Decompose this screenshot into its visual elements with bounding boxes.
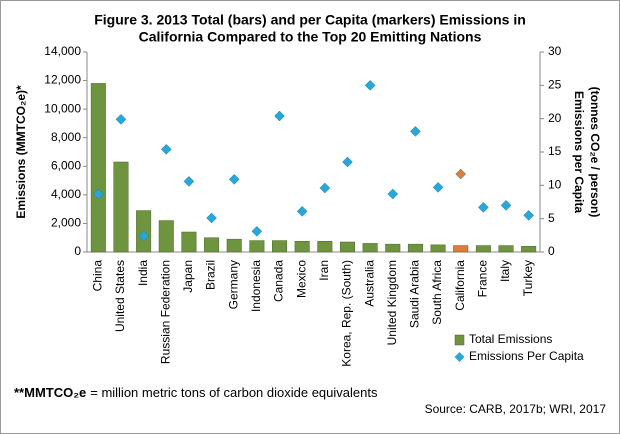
x-tick-label: Korea, Rep. (South) <box>340 260 354 367</box>
marker <box>500 199 512 211</box>
y2-tick-label: 10 <box>548 178 562 192</box>
x-tick-label: South Africa <box>430 260 444 325</box>
x-tick-label: Canada <box>272 260 286 302</box>
legend-swatch <box>454 334 465 346</box>
legend-swatch <box>454 352 465 362</box>
marker <box>206 212 217 224</box>
y2-axis-label: Emissions per Capita <box>572 91 586 213</box>
marker <box>364 79 376 91</box>
bar <box>204 237 220 253</box>
bar <box>113 161 129 253</box>
marker <box>387 188 399 200</box>
marker <box>274 110 285 122</box>
x-tick-label: Japan <box>181 260 195 293</box>
bar <box>385 243 401 253</box>
bar <box>181 231 197 253</box>
bar <box>362 243 378 253</box>
y2-tick-label: 15 <box>548 144 562 158</box>
x-tick-label: United States <box>113 260 127 332</box>
x-tick-label: France <box>476 260 490 298</box>
bar <box>294 241 310 253</box>
bar <box>453 245 469 253</box>
x-tick-label: Mexico <box>294 260 308 298</box>
y2-tick-label: 25 <box>548 78 562 92</box>
legend-label: Total Emissions <box>469 332 552 346</box>
marker <box>432 181 444 193</box>
y-tick-label: 8,000 <box>51 130 81 144</box>
y-axis-label: Emissions (MMTCO₂e)* <box>14 85 28 219</box>
footnote: **MMTCO₂e = million metric tons of carbon… <box>14 385 378 400</box>
x-tick-label: Saudi Arabia <box>408 260 422 328</box>
y-tick-label: 10,000 <box>44 101 81 115</box>
bar <box>475 245 491 253</box>
marker <box>342 156 353 168</box>
marker <box>523 209 535 221</box>
marker <box>478 201 489 213</box>
marker <box>296 205 308 217</box>
bar <box>430 244 446 253</box>
y-tick-label: 4,000 <box>51 187 81 201</box>
y-tick-label: 12,000 <box>44 73 81 87</box>
x-tick-label: Indonesia <box>249 260 263 312</box>
bar <box>317 241 333 253</box>
marker <box>115 113 127 125</box>
marker <box>455 168 467 180</box>
x-tick-label: Brazil <box>204 260 218 290</box>
x-tick-label: China <box>90 260 104 292</box>
bar <box>272 240 288 253</box>
marker <box>228 173 240 185</box>
marker <box>160 143 172 155</box>
y2-tick-label: 30 <box>548 44 562 58</box>
y2-axis-label: (tonnes CO₂e / person) <box>588 87 602 218</box>
source: Source: CARB, 2017b; WRI, 2017 <box>425 402 607 416</box>
x-tick-label: Iran <box>317 260 331 281</box>
footnote-bold: **MMTCO₂e <box>14 385 86 400</box>
y-tick-label: 2,000 <box>51 216 81 230</box>
y2-tick-label: 20 <box>548 111 562 125</box>
y-tick-label: 6,000 <box>51 158 81 172</box>
chart-title: Figure 3. 2013 Total (bars) and per Capi… <box>94 12 526 28</box>
marker <box>92 188 104 200</box>
bar <box>90 83 106 253</box>
x-tick-label: India <box>136 260 150 286</box>
y-tick-label: 14,000 <box>44 44 81 58</box>
bar <box>249 240 265 253</box>
chart-title: California Compared to the Top 20 Emitti… <box>139 29 482 45</box>
x-tick-label: California <box>453 260 467 311</box>
bar <box>339 241 355 253</box>
marker <box>319 182 331 194</box>
bar <box>498 245 514 253</box>
y-tick-label: 0 <box>74 244 81 258</box>
legend-label: Emissions Per Capita <box>469 349 584 363</box>
bar <box>407 243 423 253</box>
marker <box>410 125 421 137</box>
bar <box>226 238 242 253</box>
bar <box>521 246 537 253</box>
y2-tick-label: 5 <box>548 211 555 225</box>
x-tick-label: United Kingdom <box>385 260 399 345</box>
x-tick-label: Russian Federation <box>158 260 172 364</box>
marker <box>138 230 149 242</box>
x-tick-label: Turkey <box>521 260 535 296</box>
marker <box>251 225 263 237</box>
footnote-text: = million metric tons of carbon dioxide … <box>90 385 378 400</box>
y2-tick-label: 0 <box>548 244 555 258</box>
marker <box>183 175 195 187</box>
bar <box>158 220 174 253</box>
x-tick-label: Australia <box>362 260 376 307</box>
x-tick-label: Italy <box>498 260 512 282</box>
x-tick-label: Germany <box>226 260 240 309</box>
